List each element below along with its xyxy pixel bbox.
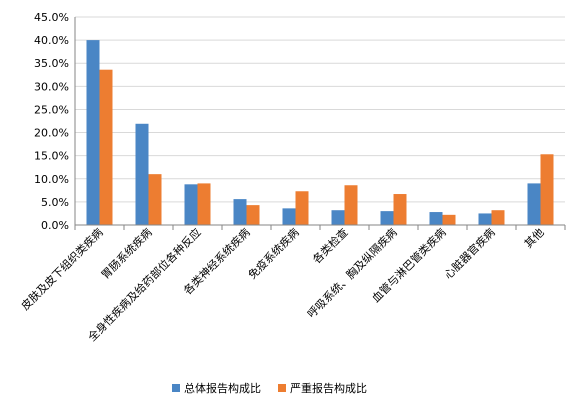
x-category-label: 心脏器官疾病 <box>441 225 498 282</box>
bar-overall-8 <box>478 213 492 225</box>
bars <box>86 40 554 226</box>
bar-overall-3 <box>233 199 247 225</box>
bar-overall-1 <box>135 123 149 225</box>
x-category-label: 各类检查 <box>310 225 351 266</box>
x-category-label: 免疫系统疾病 <box>245 225 302 282</box>
legend: 总体报告构成比 严重报告构成比 <box>172 381 367 395</box>
bar-serious-7 <box>442 214 456 225</box>
x-category-label: 其他 <box>522 226 547 251</box>
legend-swatch <box>278 384 286 392</box>
y-tick-label: 25.0% <box>34 103 69 116</box>
legend-label: 严重报告构成比 <box>290 381 367 395</box>
y-tick-label: 5.0% <box>41 196 69 209</box>
bar-serious-8 <box>491 210 505 225</box>
x-category-label: 呼吸系统、胸及纵隔疾病 <box>304 225 399 320</box>
legend-label: 总体报告构成比 <box>184 381 261 395</box>
bar-serious-3 <box>246 205 260 225</box>
bar-serious-9 <box>540 154 554 225</box>
bar-overall-0 <box>86 40 100 225</box>
y-axis-ticks: 0.0% 5.0% 10.0% 15.0% 20.0% 25.0% 30.0% 35.0% 40… <box>34 11 69 232</box>
y-tick-label: 30.0% <box>34 80 69 93</box>
bar-overall-4 <box>282 208 296 225</box>
y-tick-label: 45.0% <box>34 11 69 24</box>
bar-serious-0 <box>99 69 113 226</box>
x-axis-labels: 皮肤及皮下组织类疾病胃肠系统疾病全身性疾病及给药部位各种反应各类神经系统疾病免疫… <box>18 225 547 344</box>
bar-overall-6 <box>380 211 394 225</box>
bar-serious-4 <box>295 191 309 225</box>
axes <box>74 17 566 230</box>
y-tick-label: 35.0% <box>34 57 69 70</box>
bar-serious-5 <box>344 185 358 225</box>
bar-overall-7 <box>429 212 443 225</box>
bar-serious-2 <box>197 183 211 225</box>
bar-overall-2 <box>184 184 198 225</box>
y-tick-label: 10.0% <box>34 173 69 186</box>
x-category-label: 皮肤及皮下组织类疾病 <box>18 225 106 313</box>
bar-overall-5 <box>331 210 345 225</box>
legend-swatch <box>172 384 180 392</box>
bar-overall-9 <box>527 183 541 225</box>
bar-serious-6 <box>393 194 407 225</box>
y-tick-label: 40.0% <box>34 34 69 47</box>
y-tick-label: 15.0% <box>34 150 69 163</box>
bar-serious-1 <box>148 174 162 225</box>
y-tick-label: 0.0% <box>41 219 69 232</box>
y-tick-label: 20.0% <box>34 127 69 140</box>
